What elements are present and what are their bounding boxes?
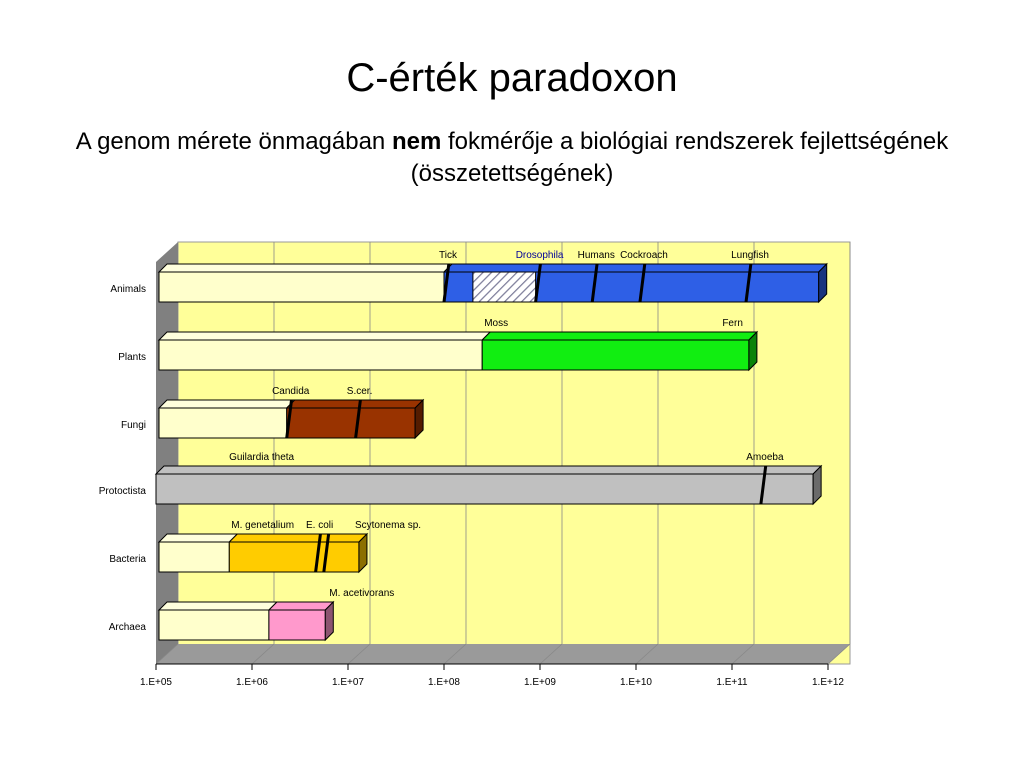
x-tick-label: 1.E+12 [812,677,844,688]
chart-row-plants: Plants Moss Fern [118,318,759,372]
range-bar-top [285,399,425,409]
gridline-floor [539,643,563,665]
species-marker [638,263,647,303]
range-bar-top [228,533,369,543]
baseline-bar-top [157,399,296,409]
baseline-bar [158,271,445,303]
gridline-floor [731,643,755,665]
subtitle-text-end: fokmérője a biológiai rendszerek fejlett… [410,128,949,187]
category-label: Archaea [109,622,147,633]
range-bar-side [818,262,828,304]
range-bar [286,407,416,439]
plot-back-wall [177,241,851,665]
category-label: Bacteria [109,554,146,565]
range-bar [481,339,750,371]
x-tick-label: 1.E+07 [332,677,364,688]
plot-side-wall [156,242,178,664]
species-label: S.cer. [347,386,373,397]
chart-row-bacteria: Bacteria M. genetalium E. coli Scytonema sp… [109,520,421,574]
species-label: Tick [439,250,458,261]
subtitle-text-start: A genom mérete önmagában [75,128,392,155]
species-marker [442,263,451,303]
baseline-bar-top [157,533,239,543]
slide-subtitle: A genom mérete önmagában nem fokmérője a… [40,126,984,190]
range-bar-side [414,398,424,440]
x-tick-label: 1.E+10 [620,677,652,688]
range-bar [228,541,360,573]
category-label: Animals [110,284,146,295]
range-bar-top [442,263,828,273]
plot-floor [156,644,850,664]
range-bar [155,473,814,505]
species-label: Moss [484,318,508,329]
species-marker [314,533,322,573]
baseline-bar-top [157,601,279,611]
species-label: Drosophila [516,250,564,261]
species-marker [534,263,542,303]
subtitle-emphasis: nem [391,128,442,155]
species-label: Guilardia theta [229,452,294,463]
baseline-bar [158,339,483,371]
range-bar-side [748,330,758,372]
chart-row-protoctista: Protoctista Amoeba Guilardia theta [99,452,823,506]
gridline-floor [443,643,467,665]
range-bar-top [154,465,823,475]
species-marker [322,533,331,573]
gridline-floor [251,643,275,665]
species-marker [354,399,362,439]
x-tick-label: 1.E+11 [716,677,748,688]
x-tick-label: 1.E+08 [428,677,460,688]
baseline-bar-top [157,263,454,273]
range-bar-side [812,464,822,506]
range-bar [268,609,326,641]
range-bar-top [480,331,759,341]
species-marker [744,263,753,303]
species-label: M. genetalium [231,520,294,531]
baseline-bar-top [157,331,492,341]
species-label: Fern [722,318,743,329]
range-bar-top [267,601,335,611]
range-bar-side [358,532,368,574]
gridline-floor [347,643,371,665]
range-bar-side [324,600,334,642]
gridline-floor [155,643,179,665]
species-label: Candida [272,386,310,397]
chart-row-animals: Animals Tick Drosophila Humans Cockroach Lung… [110,250,828,304]
baseline-bar [158,609,270,641]
category-label: Plants [118,352,146,363]
species-marker [759,465,768,505]
genome-size-chart: 1.E+05 1.E+06 1.E+07 1.E+08 1.E+09 1.E+10 1.E+… [99,241,851,688]
species-label: E. coli [306,520,333,531]
species-label: Humans [578,250,615,261]
category-label: Protoctista [99,486,147,497]
species-label: Cockroach [620,250,668,261]
category-label: Fungi [121,420,146,431]
range-bar-segment [472,271,537,303]
species-label: Amoeba [746,452,784,463]
species-marker [590,263,599,303]
chart-row-fungi: Fungi Candida S.cer. [121,386,425,440]
chart-row-archaea: Archaea M. acetivorans [109,588,394,642]
x-tick-label: 1.E+09 [524,677,556,688]
gridline-floor [635,643,659,665]
gridline-floor [827,643,851,665]
x-tick-label: 1.E+06 [236,677,268,688]
species-label: Lungfish [731,250,769,261]
baseline-bar [158,541,230,573]
slide-title: C-érték paradoxon [346,56,678,100]
species-label: Scytonema sp. [355,520,421,531]
baseline-bar [158,407,288,439]
x-tick-label: 1.E+05 [140,677,172,688]
species-label: M. acetivorans [329,588,394,599]
species-marker [285,399,294,439]
